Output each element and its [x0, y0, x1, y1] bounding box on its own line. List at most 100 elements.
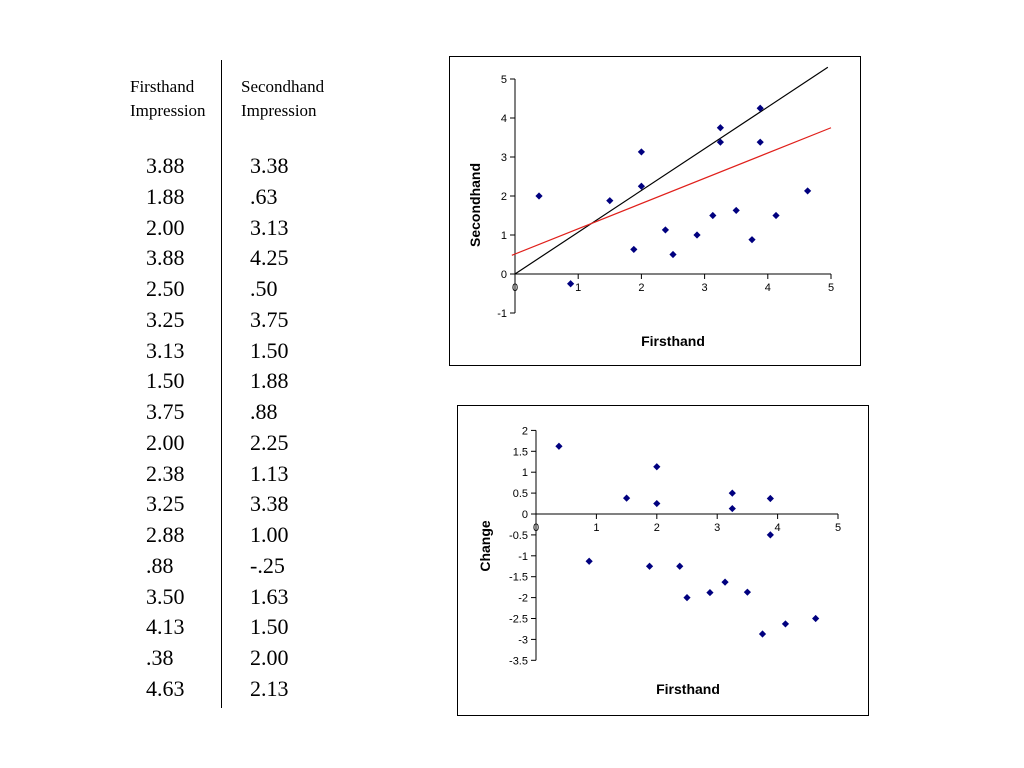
- regression-line: [511, 127, 832, 256]
- x-tick-label: 1: [593, 522, 599, 534]
- secondhand-header-line1: Secondhand: [241, 77, 325, 96]
- firsthand-value: 4.13: [146, 614, 185, 640]
- data-point: [743, 588, 751, 596]
- firsthand-column: 3.88 1.88 2.00 3.88 2.50 3.25 3.13 1.50 3.75 2.00…: [146, 151, 185, 705]
- y-tick-label: 0: [522, 509, 528, 521]
- secondhand-column: 3.38 .63 3.13 4.25 .50 3.75 1.50 1.88 .88 2.25 1.1…: [250, 151, 289, 705]
- secondhand-value: .50: [250, 276, 278, 301]
- x-tick-label: 4: [765, 282, 771, 294]
- change-vs-firsthand-chart: 2 1.5 1 0.5 0 -0.5 -1 -1.5 -2 -2.5 -3 -3.5 0 1 2 3 4 5 Fir…: [457, 405, 869, 716]
- firsthand-value: 2.88: [146, 522, 185, 547]
- data-point: [567, 280, 575, 288]
- y-tick-label: -0.5: [509, 530, 528, 542]
- data-point: [748, 236, 756, 244]
- data-point: [766, 494, 774, 503]
- data-point: [716, 138, 724, 146]
- secondhand-value: .63: [250, 183, 278, 209]
- data-point: [669, 250, 677, 259]
- data-point: [706, 588, 714, 597]
- firsthand-value: 3.13: [146, 337, 185, 363]
- chart-2-svg: 2 1.5 1 0.5 0 -0.5 -1 -1.5 -2 -2.5 -3 -3.5 0 1 2 3 4 5 Fir…: [477, 425, 841, 697]
- data-point: [661, 226, 670, 234]
- secondhand-value: 1.88: [250, 368, 289, 394]
- firsthand-value: 4.63: [146, 675, 185, 701]
- y-tick-label: 2: [501, 191, 507, 203]
- secondhand-value: .88: [250, 399, 278, 424]
- firsthand-value: 1.50: [146, 368, 185, 394]
- data-point: [721, 578, 729, 586]
- y-tick-label: -3.5: [509, 655, 528, 667]
- secondhand-value: 2.25: [250, 429, 289, 455]
- x-tick-label: 3: [702, 282, 708, 294]
- data-point: [709, 211, 717, 220]
- data-point: [756, 138, 764, 146]
- secondhand-value: 2.00: [250, 645, 289, 670]
- secondhand-value: 1.00: [250, 522, 289, 547]
- y-tick-label: -1.5: [509, 572, 528, 584]
- x-tick-label: 1: [575, 282, 581, 294]
- data-point: [653, 499, 661, 508]
- x-tick-label: 5: [828, 282, 834, 294]
- data-point: [766, 531, 774, 539]
- secondhand-header-line2: Impression: [241, 101, 317, 120]
- firsthand-value: 3.25: [146, 306, 185, 332]
- secondhand-value: 2.13: [250, 675, 289, 701]
- data-point: [693, 231, 701, 239]
- secondhand-value: 3.38: [250, 153, 289, 178]
- identity-line: [514, 66, 829, 275]
- y-tick-label: 0: [501, 269, 507, 281]
- secondhand-value: 1.13: [250, 460, 289, 486]
- data-point: [653, 463, 661, 471]
- y-tick-label: 3: [501, 152, 507, 164]
- data-point: [812, 614, 820, 623]
- secondhand-value: 1.63: [250, 583, 289, 609]
- data-point: [732, 206, 740, 215]
- data-point: [623, 494, 631, 502]
- data-point: [676, 562, 684, 570]
- data-point: [756, 104, 764, 112]
- column-divider: [221, 60, 222, 708]
- firsthand-value: .88: [146, 552, 174, 578]
- data-point: [683, 594, 691, 602]
- firsthand-value: 3.50: [146, 583, 185, 609]
- data-point: [555, 442, 563, 450]
- y-tick-label: 2: [522, 425, 528, 437]
- firsthand-value: 2.00: [146, 429, 185, 455]
- secondhand-value: 3.75: [250, 306, 289, 332]
- x-tick-label: 2: [638, 282, 644, 294]
- data-point: [728, 489, 736, 497]
- firsthand-value: 3.75: [146, 399, 185, 424]
- secondhand-value: -.25: [250, 552, 285, 578]
- secondhand-value: 1.50: [250, 337, 289, 363]
- data-point: [781, 620, 790, 628]
- firsthand-value: 3.88: [146, 153, 185, 178]
- firsthand-value: 3.88: [146, 245, 185, 271]
- firsthand-value: 3.25: [146, 491, 185, 517]
- y-tick-label: 0.5: [513, 488, 528, 500]
- secondhand-value: 3.38: [250, 491, 289, 517]
- impression-table: Firsthand Impression Secondhand Impressi…: [0, 0, 440, 768]
- data-point: [728, 504, 736, 513]
- secondhand-header: Secondhand Impression: [241, 75, 324, 123]
- secondhand-vs-firsthand-chart: -1 0 1 2 3 4 5 0 1 2 3 4 5 Firsthand Secondhand: [449, 56, 861, 366]
- y-tick-label: -2: [518, 593, 528, 605]
- firsthand-value: .38: [146, 645, 174, 670]
- firsthand-value: 2.50: [146, 276, 185, 301]
- y-tick-label: -1: [497, 308, 507, 320]
- data-point: [630, 245, 638, 254]
- x-tick-label: 5: [835, 522, 841, 534]
- x-tick-label: 0: [533, 522, 539, 534]
- data-point: [645, 562, 654, 570]
- y-tick-label: -1: [518, 551, 528, 563]
- data-point: [585, 557, 593, 565]
- y-tick-label: 5: [501, 74, 507, 86]
- x-tick-label: 0: [512, 282, 518, 294]
- y-tick-label: 1.5: [513, 446, 528, 458]
- y-tick-label: -3: [518, 634, 528, 646]
- x-tick-label: 2: [654, 522, 660, 534]
- y-tick-label: 1: [501, 230, 507, 242]
- y-axis-title: Secondhand: [467, 163, 483, 247]
- y-axis-title: Change: [477, 520, 493, 572]
- x-axis-title: Firsthand: [641, 333, 705, 349]
- data-point: [535, 192, 543, 200]
